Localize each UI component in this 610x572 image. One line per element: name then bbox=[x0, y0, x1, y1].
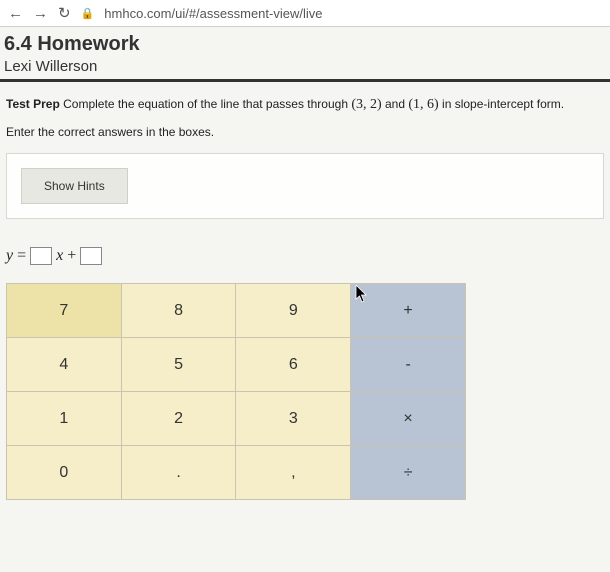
key-7[interactable]: 7 bbox=[7, 284, 122, 338]
key-comma[interactable]: , bbox=[236, 446, 351, 500]
prompt-text-a: Complete the equation of the line that p… bbox=[60, 97, 352, 111]
eq-y: y bbox=[6, 247, 13, 265]
key-2[interactable]: 2 bbox=[121, 392, 236, 446]
nav-icons: ← → ↻ bbox=[8, 4, 71, 22]
page-header: 6.4 Homework Lexi Willerson bbox=[0, 27, 610, 82]
key-8[interactable]: 8 bbox=[121, 284, 236, 338]
forward-icon[interactable]: → bbox=[33, 5, 48, 22]
intercept-input[interactable] bbox=[80, 247, 102, 265]
hint-container: Show Hints bbox=[6, 153, 604, 219]
back-icon[interactable]: ← bbox=[8, 5, 23, 22]
key-divide[interactable]: ÷ bbox=[351, 446, 466, 500]
keypad: 789+456- 123× 0.,÷ bbox=[6, 283, 466, 500]
prompt-mid: and bbox=[382, 97, 409, 111]
prompt-text-b: in slope-intercept form. bbox=[439, 97, 564, 111]
browser-bar: ← → ↻ 🔒 hmhco.com/ui/#/assessment-view/l… bbox=[0, 0, 610, 27]
content-area: Test Prep Complete the equation of the l… bbox=[0, 82, 610, 500]
key-3[interactable]: 3 bbox=[236, 392, 351, 446]
coord-1: (3, 2) bbox=[351, 97, 381, 112]
url-text: hmhco.com/ui/#/assessment-view/live bbox=[104, 6, 322, 21]
key-4[interactable]: 4 bbox=[7, 338, 122, 392]
key-plus[interactable]: + bbox=[351, 284, 466, 338]
equation-row: y = x + bbox=[6, 247, 604, 265]
lock-icon: 🔒 bbox=[81, 7, 95, 20]
instruction-text: Enter the correct answers in the boxes. bbox=[6, 125, 604, 139]
key-minus[interactable]: - bbox=[351, 338, 466, 392]
show-hints-button[interactable]: Show Hints bbox=[21, 168, 128, 204]
key-6[interactable]: 6 bbox=[236, 338, 351, 392]
slope-input[interactable] bbox=[30, 247, 52, 265]
key-9[interactable]: 9 bbox=[236, 284, 351, 338]
key-1[interactable]: 1 bbox=[7, 392, 122, 446]
key-times[interactable]: × bbox=[351, 392, 466, 446]
key-0[interactable]: 0 bbox=[7, 446, 122, 500]
key-dot[interactable]: . bbox=[121, 446, 236, 500]
eq-plus: + bbox=[67, 247, 76, 265]
question-prompt: Test Prep Complete the equation of the l… bbox=[6, 94, 604, 115]
prompt-prefix: Test Prep bbox=[6, 97, 60, 111]
eq-equals: = bbox=[17, 247, 26, 265]
key-5[interactable]: 5 bbox=[121, 338, 236, 392]
reload-icon[interactable]: ↻ bbox=[58, 4, 71, 22]
assignment-title: 6.4 Homework bbox=[4, 33, 606, 56]
student-name: Lexi Willerson bbox=[4, 58, 606, 75]
coord-2: (1, 6) bbox=[408, 97, 438, 112]
eq-x: x bbox=[56, 247, 63, 265]
